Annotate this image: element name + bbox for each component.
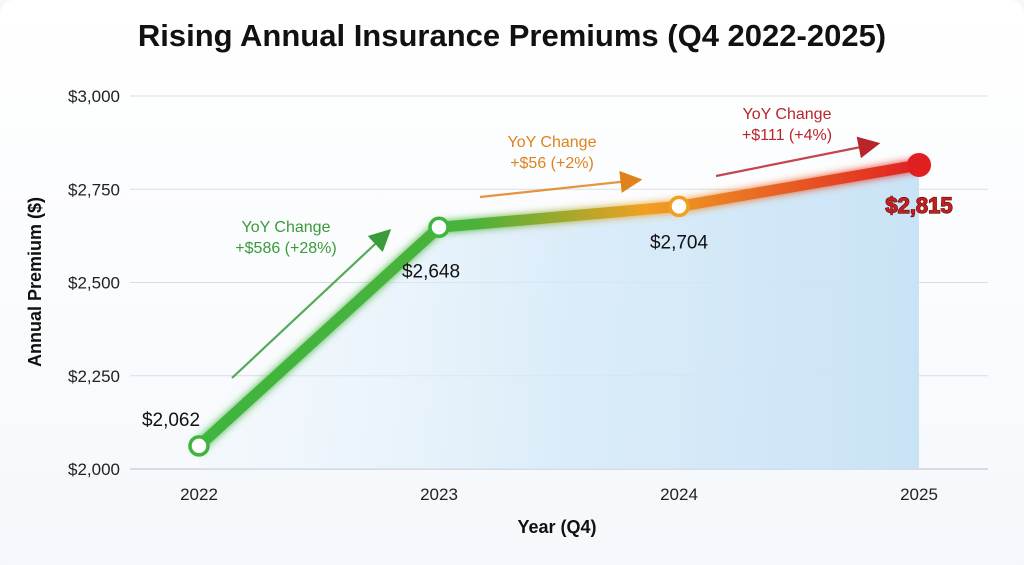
data-point	[668, 195, 690, 218]
y-tick-label: $2,250	[68, 367, 120, 386]
y-tick-label: $2,500	[68, 274, 120, 293]
yoy-arrow	[479, 170, 643, 199]
x-axis-title: Year (Q4)	[517, 517, 596, 537]
yoy-label: YoY Change	[508, 134, 597, 151]
value-label: $2,815	[885, 193, 952, 218]
x-tick-label: 2024	[660, 485, 698, 504]
series-line	[193, 159, 925, 452]
y-tick-label: $2,750	[68, 180, 120, 199]
x-tick-label: 2023	[420, 485, 458, 504]
data-point	[188, 435, 210, 457]
y-axis-title: Annual Premium ($)	[25, 197, 45, 367]
yoy-value: +$111 (+4%)	[742, 127, 832, 144]
data-point	[428, 216, 450, 239]
annotations: YoY Change +$586 (+28%) YoY Change +$56 (+2…	[231, 106, 881, 379]
y-tick-label: $2,000	[68, 460, 120, 479]
data-point	[907, 153, 931, 178]
yoy-label: YoY Change	[242, 219, 331, 236]
x-tick-label: 2025	[900, 485, 938, 504]
series-line-path	[193, 159, 925, 452]
area	[199, 165, 919, 469]
value-label: $2,648	[402, 261, 460, 282]
chart-title: Rising Annual Insurance Premiums (Q4 202…	[137, 18, 887, 53]
grid: $2,000 $2,250 $2,500 $2,750 $3,000 2022 2023 20…	[25, 87, 988, 537]
value-label: $2,704	[650, 232, 709, 253]
labels: $2,062 $2,648 $2,704 $2,815	[142, 192, 953, 431]
yoy-arrow	[715, 136, 881, 178]
value-label: $2,062	[142, 410, 200, 431]
yoy-arrow	[231, 228, 392, 379]
yoy-label: YoY Change	[743, 106, 832, 123]
x-tick-label: 2022	[180, 485, 218, 504]
yoy-value: +$586 (+28%)	[235, 240, 336, 257]
yoy-value: +$56 (+2%)	[510, 155, 594, 172]
y-tick-label: $3,000	[68, 87, 120, 106]
area-fill	[199, 165, 919, 469]
points	[188, 153, 931, 457]
